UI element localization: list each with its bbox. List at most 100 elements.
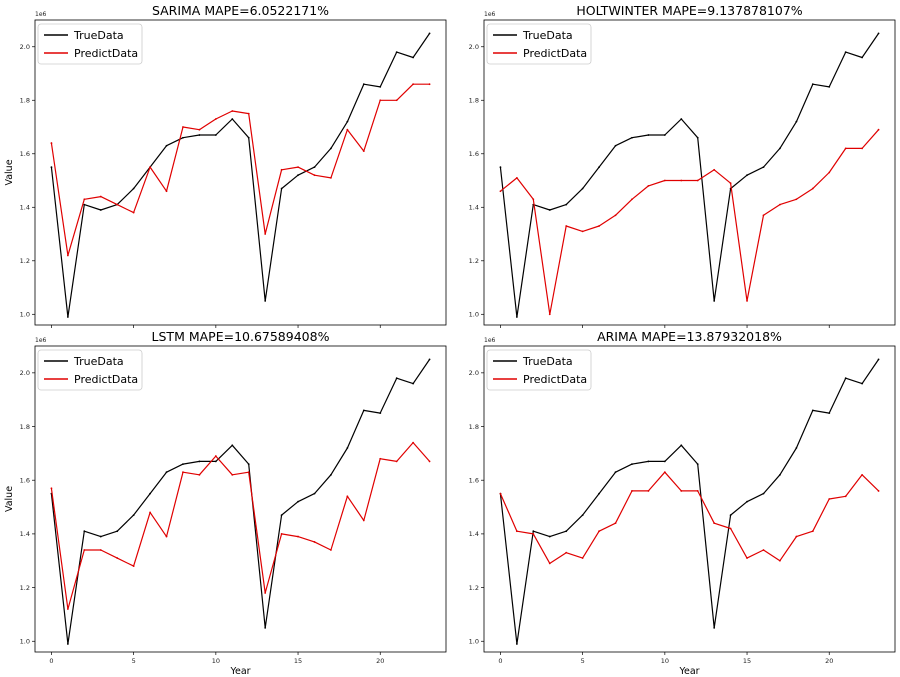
data-point	[828, 171, 831, 174]
series-line-truedata	[50, 33, 431, 318]
data-point	[182, 126, 184, 128]
data-point	[362, 409, 365, 412]
x-tick-label: 0	[498, 657, 502, 665]
y-tick-label: 1.4	[20, 204, 30, 212]
y-tick-label: 1.0	[20, 311, 30, 319]
x-tick-label: 5	[132, 657, 136, 665]
data-point	[198, 473, 201, 476]
data-point	[50, 166, 53, 169]
legend-entry: PredictData	[74, 47, 138, 60]
legend-entry: PredictData	[523, 47, 587, 60]
y-tick-label: 2.0	[20, 43, 30, 51]
data-point	[165, 190, 168, 193]
data-point	[828, 498, 831, 500]
data-point	[795, 198, 798, 201]
legend-entry: PredictData	[523, 373, 587, 386]
data-point	[379, 99, 382, 102]
series-line-predictdata	[50, 442, 431, 610]
y-tick-label: 1.6	[469, 477, 479, 485]
legend: TrueData PredictData	[486, 23, 592, 65]
data-point	[165, 144, 168, 147]
x-tick-label: 0	[49, 657, 53, 665]
data-point	[614, 471, 617, 474]
data-point	[647, 460, 650, 463]
y-tick-label: 1.8	[469, 97, 479, 105]
data-point	[395, 460, 398, 463]
data-point	[149, 492, 151, 495]
data-point	[532, 530, 535, 533]
data-point	[565, 225, 568, 227]
data-point	[565, 203, 568, 206]
data-point	[598, 225, 600, 227]
data-point	[50, 487, 53, 490]
y-tick-label: 1.6	[469, 150, 479, 158]
data-point	[198, 460, 201, 463]
data-point	[861, 56, 864, 59]
data-point	[165, 471, 168, 474]
data-point	[861, 382, 864, 385]
data-point	[362, 519, 365, 522]
legend: TrueData PredictData	[37, 349, 143, 391]
data-point	[795, 120, 798, 123]
data-point	[116, 203, 119, 206]
data-point	[696, 179, 699, 182]
plot-frame	[34, 19, 447, 326]
data-point	[214, 460, 217, 463]
data-point	[581, 514, 584, 517]
data-point	[696, 490, 699, 492]
data-point	[729, 527, 732, 530]
data-point	[680, 444, 683, 447]
data-point	[844, 377, 847, 380]
data-point	[83, 549, 86, 551]
data-point	[762, 492, 765, 495]
data-point	[762, 214, 765, 217]
data-point	[598, 166, 600, 169]
data-point	[182, 136, 184, 139]
data-point	[412, 382, 415, 385]
data-point	[729, 514, 732, 517]
x-tick-label: 10	[661, 657, 669, 665]
data-point	[330, 147, 332, 150]
data-point	[362, 83, 365, 86]
y-tick-label: 1.2	[469, 584, 479, 592]
data-point	[532, 198, 535, 201]
plot-frame	[483, 345, 896, 653]
data-point	[297, 535, 299, 538]
data-point	[330, 176, 332, 179]
data-point	[663, 460, 666, 463]
data-point	[395, 377, 398, 380]
data-point	[214, 455, 217, 457]
data-point	[548, 313, 551, 316]
data-point	[280, 514, 283, 517]
legend-entry: PredictData	[74, 373, 138, 386]
data-point	[713, 626, 716, 629]
data-point	[231, 444, 234, 447]
series-line-predictdata	[499, 471, 880, 565]
chart-panel: LSTM MAPE=10.67589408% 1e6 1.0 1.2 1.4 1.6 1.8…	[4, 329, 447, 677]
data-point	[247, 136, 250, 139]
data-point	[746, 174, 748, 177]
data-point	[264, 592, 267, 594]
data-point	[297, 166, 299, 169]
y-tick-label: 1.6	[20, 150, 30, 158]
chart-title: ARIMA MAPE=13.87932018%	[597, 329, 782, 344]
data-point	[680, 179, 683, 182]
data-point	[515, 530, 518, 533]
y-tick-label: 2.0	[469, 43, 479, 51]
data-point	[83, 198, 86, 201]
data-point	[795, 535, 798, 538]
data-point	[313, 174, 316, 177]
data-point	[99, 535, 102, 538]
data-point	[779, 203, 781, 206]
data-point	[811, 83, 814, 86]
data-point	[346, 495, 349, 498]
y-tick-label: 1.4	[469, 204, 479, 212]
chart-panel: SARIMA MAPE=6.0522171% 1e6 1.0 1.2 1.4 1.6 1.8…	[4, 3, 447, 328]
chart-title: HOLTWINTER MAPE=9.137878107%	[576, 3, 802, 18]
data-point	[499, 166, 502, 169]
data-point	[428, 358, 431, 361]
data-point	[214, 134, 217, 136]
data-point	[428, 460, 431, 463]
legend-entry: TrueData	[522, 355, 573, 368]
